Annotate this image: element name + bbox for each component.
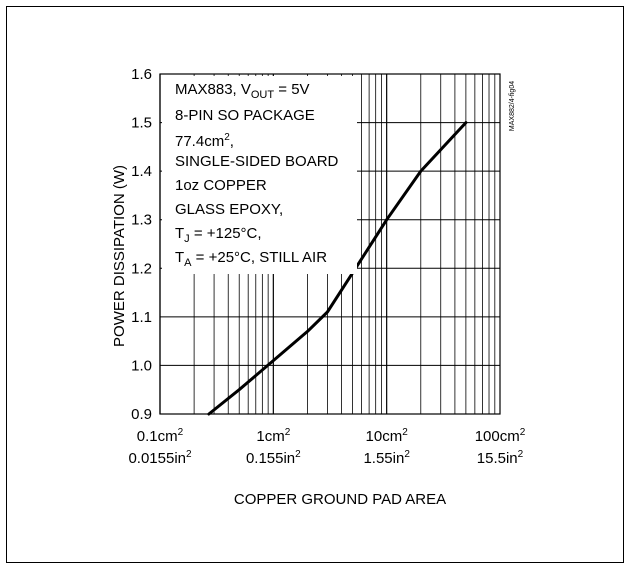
annotation-line-8: TA = +25°C, STILL AIR — [175, 249, 327, 269]
annotation-line-4: SINGLE-SIDED BOARD — [175, 153, 339, 170]
annotation-background — [162, 76, 357, 274]
series-line — [207, 121, 468, 416]
y-tick-label: 1.1 — [131, 309, 152, 326]
annotation-line-3: 77.4cm2, — [175, 132, 234, 150]
annotation-line-5: 1oz COPPER — [175, 177, 267, 194]
y-tick-label: 1.3 — [131, 212, 152, 229]
y-tick-label: 1.6 — [131, 66, 152, 83]
y-tick-label: 1.2 — [131, 260, 152, 277]
y-tick-label: 1.5 — [131, 115, 152, 132]
y-tick-labels: 0.9 1.0 1.1 1.2 1.3 1.4 1.5 1.6 — [131, 66, 152, 423]
y-tick-label: 1.4 — [131, 163, 152, 180]
annotation-line-7: TJ = +125°C, — [175, 225, 262, 245]
plot-border — [159, 73, 501, 415]
x-tick-sublabel: 0.155in2 — [246, 449, 301, 467]
y-axis-label: POWER DISSIPATION (W) — [111, 165, 128, 347]
figure-id: MAX882/4-fig04 — [509, 81, 516, 131]
annotation-line-1: MAX883, VOUT = 5V — [175, 81, 310, 101]
x-tick-label: 0.1cm2 — [137, 427, 184, 445]
y-tick-label: 1.0 — [131, 357, 152, 374]
annotation-line-2: 8-PIN SO PACKAGE — [175, 107, 315, 124]
annotation-line-6: GLASS EPOXY, — [175, 201, 283, 218]
x-tick-sublabel: 1.55in2 — [363, 449, 410, 467]
y-tick-label: 0.9 — [131, 406, 152, 423]
x-tick-label: 1cm2 — [256, 427, 290, 445]
x-tick-label: 100cm2 — [475, 427, 526, 445]
x-tick-label: 10cm2 — [366, 427, 409, 445]
x-tick-sublabel: 0.0155in2 — [128, 449, 192, 467]
x-tick-labels: 0.1cm2 0.0155in2 1cm2 0.155in2 10cm2 1.55in2 1… — [128, 427, 525, 467]
x-axis-label: COPPER GROUND PAD AREA — [234, 491, 446, 508]
figure-frame — [6, 6, 624, 563]
annotation-block: MAX883, VOUT = 5V 8-PIN SO PACKAGE 77.4c… — [175, 81, 339, 269]
x-tick-sublabel: 15.5in2 — [477, 449, 524, 467]
